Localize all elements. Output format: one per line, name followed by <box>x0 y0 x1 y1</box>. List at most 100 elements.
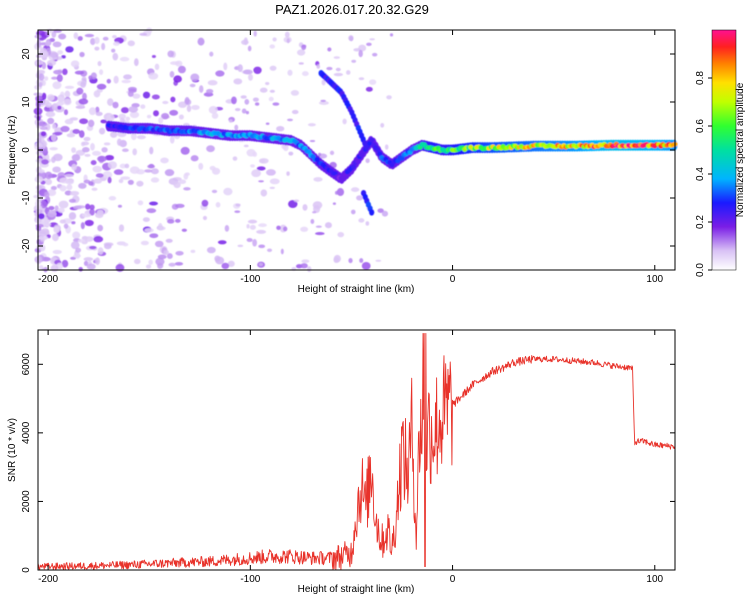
spectrogram-noise-blob <box>268 96 274 102</box>
spectrogram-noise-blob <box>155 257 165 266</box>
spectrogram-noise-blob <box>173 75 182 83</box>
spectrogram-ridge-core <box>369 137 375 143</box>
y-tick-label: -10 <box>21 190 32 205</box>
spectrogram-noise-blob <box>89 208 95 216</box>
spectrogram-noise-blob <box>60 125 70 133</box>
spectrogram-noise-blob <box>34 176 44 183</box>
spectrogram-noise-blob <box>315 232 325 236</box>
spectrogram-noise-blob <box>223 62 228 71</box>
spectrogram-noise-blob <box>76 87 84 95</box>
spectrogram-noise-blob <box>115 263 125 272</box>
spectrogram-noise-blob <box>235 203 241 207</box>
spectrogram-noise-blob <box>215 256 225 265</box>
colorbar-tick-label: 0.8 <box>695 71 706 85</box>
spectrogram-noise-blob <box>190 155 199 162</box>
spectrogram-noise-blob <box>227 260 235 267</box>
spectrogram-noise-blob <box>112 52 119 61</box>
spectrogram-noise-blob <box>272 37 277 42</box>
spectrogram-noise-blob <box>52 81 62 90</box>
spectrogram-noise-blob <box>315 225 322 228</box>
spectrogram-noise-blob <box>97 247 104 255</box>
spectrogram-noise-blob <box>369 79 377 85</box>
x-tick-label: 100 <box>646 274 663 285</box>
spectrogram-noise-blob <box>71 147 76 154</box>
spectrogram-noise-blob <box>95 257 100 266</box>
spectrogram-noise-blob <box>186 104 192 113</box>
spectrogram-noise-blob <box>79 118 89 125</box>
spectrogram-noise-blob <box>41 92 47 101</box>
spectrogram-noise-blob <box>107 161 117 169</box>
spectrogram-noise-blob <box>150 177 160 183</box>
spectrogram-noise-blob <box>79 51 85 58</box>
spectrogram-noise-blob <box>269 89 275 93</box>
spectrogram-noise-blob <box>358 77 365 81</box>
spectrogram-noise-blob <box>269 186 275 190</box>
x-tick-label: -200 <box>38 274 58 285</box>
spectrogram-noise-blob <box>361 262 371 270</box>
spectrogram-noise-blob <box>82 92 87 101</box>
spectrogram-noise-blob <box>232 156 238 161</box>
spectrogram-noise-blob <box>113 41 120 46</box>
spectrogram-noise-blob <box>63 98 72 106</box>
spectrogram-noise-blob <box>250 164 255 168</box>
spectrogram-noise-blob <box>92 150 101 156</box>
spectrogram-noise-blob <box>169 135 175 144</box>
figure-title: PAZ1.2026.017.20.32.G29 <box>275 2 429 17</box>
spectrogram-noise-blob <box>109 131 118 138</box>
spectrogram-noise-blob <box>234 124 239 131</box>
spectrogram-noise-blob <box>44 191 50 199</box>
spectrogram-noise-blob <box>146 27 153 34</box>
spectrogram-noise-blob <box>168 262 176 267</box>
spectrogram-noise-blob <box>366 42 372 47</box>
spectrogram-noise-blob <box>286 38 290 44</box>
spectrogram-noise-blob <box>309 140 316 143</box>
spectrogram-noise-blob <box>318 101 329 105</box>
spectrogram-noise-blob <box>351 59 357 63</box>
spectrogram-noise-blob <box>84 33 95 38</box>
spectrogram-noise-blob <box>251 169 262 178</box>
spectrogram-noise-blob <box>313 205 321 214</box>
spectrogram-noise-blob <box>59 185 67 192</box>
spectrogram-noise-blob <box>269 65 277 71</box>
spectrogram-noise-blob <box>38 231 47 237</box>
spectrogram-noise-blob <box>80 81 87 88</box>
spectrogram-noise-blob <box>78 130 85 138</box>
spectrogram-noise-blob <box>86 263 96 270</box>
spectrogram-noise-blob <box>249 224 256 230</box>
spectrogram-noise-blob <box>90 142 95 151</box>
colorbar-tick-label: 0.0 <box>695 263 706 277</box>
spectrogram-noise-blob <box>170 61 180 66</box>
spectrogram-noise-blob <box>190 249 196 253</box>
spectrogram-noise-blob <box>57 105 62 110</box>
spectrogram-noise-blob <box>221 262 230 270</box>
spectrogram-noise-blob <box>369 38 375 41</box>
spectrogram-noise-blob <box>365 86 373 92</box>
spectrogram-noise-blob <box>95 173 104 178</box>
spectrogram-noise-blob <box>99 69 104 76</box>
spectrogram-noise-blob <box>119 163 127 169</box>
spectrogram-noise-blob <box>166 253 173 260</box>
spectrogram-noise-blob <box>265 122 270 125</box>
spectrogram-noise-blob <box>104 155 115 161</box>
spectrogram-noise-blob <box>286 171 290 176</box>
spectrogram-noise-blob <box>169 109 179 116</box>
spectrogram-noise-blob <box>149 146 154 155</box>
spectrogram-noise-blob <box>69 117 79 121</box>
spectrogram-noise-blob <box>46 28 54 33</box>
spectrogram-noise-blob <box>209 165 216 171</box>
spectrogram-noise-blob <box>34 61 44 66</box>
spectrogram-noise-blob <box>162 100 169 105</box>
spectrogram-noise-blob <box>337 231 345 238</box>
spectrogram-noise-blob <box>301 259 310 264</box>
spectrogram-noise-blob <box>190 73 200 82</box>
spectrogram-noise-blob <box>312 211 317 214</box>
spectrogram-noise-blob <box>269 44 276 49</box>
spectrogram-noise-blob <box>345 70 351 75</box>
spectrogram-noise-blob <box>41 141 47 149</box>
spectrogram-noise-blob <box>39 126 48 131</box>
spectrogram-noise-blob <box>90 37 96 46</box>
spectrogram-noise-blob <box>78 266 83 272</box>
spectrogram-noise-blob <box>234 108 241 112</box>
spectrogram-noise-blob <box>380 122 385 128</box>
